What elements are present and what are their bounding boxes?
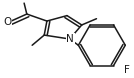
Text: F: F (124, 65, 130, 75)
Text: N: N (66, 34, 74, 44)
Text: O: O (3, 17, 12, 27)
